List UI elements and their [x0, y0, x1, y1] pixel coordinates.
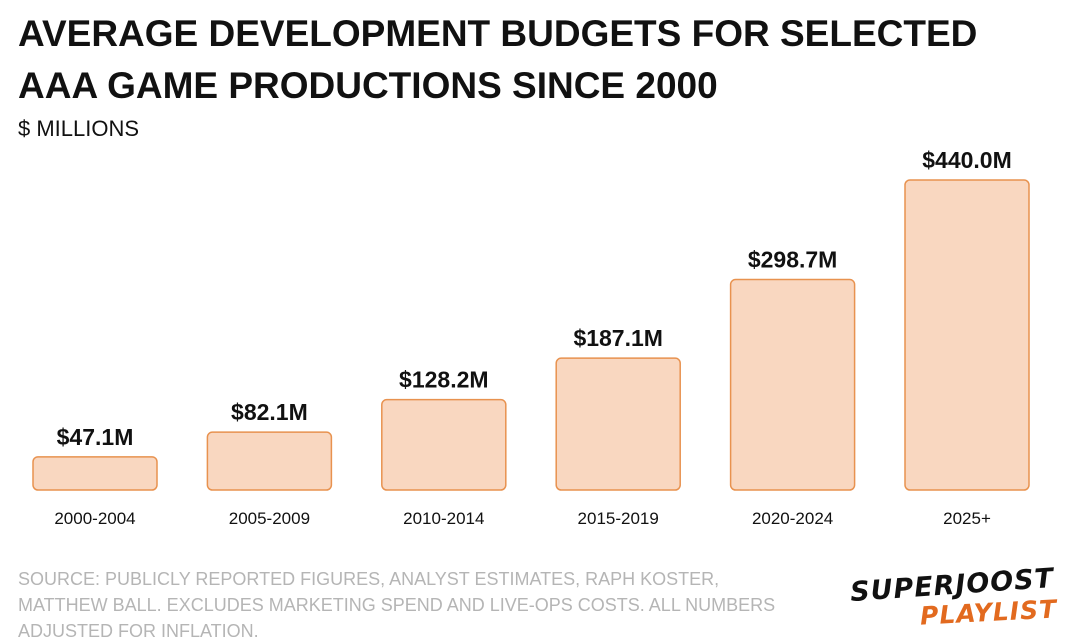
data-label-2015-2019: $187.1M: [573, 325, 663, 351]
bar-chart: $47.1M 2000-2004 $82.1M 2005-2009 $128.2M 201…: [32, 147, 1030, 528]
x-tick-label-2005-2009: 2005-2009: [229, 509, 310, 528]
superjoost-playlist-logo: SUPERJOOST PLAYLIST: [849, 563, 1060, 640]
source-note: SOURCE: PUBLICLY REPORTED FIGURES, ANALY…: [18, 566, 838, 644]
x-tick-label-2010-2014: 2010-2014: [403, 509, 484, 528]
bar-2005-2009: [206, 431, 333, 491]
source-line-2: MATTHEW BALL. EXCLUDES MARKETING SPEND A…: [18, 595, 776, 615]
data-label-2020-2024: $298.7M: [748, 247, 838, 273]
source-line-3: ADJUSTED FOR INFLATION.: [18, 621, 259, 641]
x-tick-label-2000-2004: 2000-2004: [54, 509, 135, 528]
bar-2020-2024: [729, 278, 856, 491]
data-label-2010-2014: $128.2M: [399, 367, 489, 393]
data-label-2005-2009: $82.1M: [231, 399, 308, 425]
bar-2010-2014: [381, 398, 507, 491]
chart-title-line-2: AAA GAME PRODUCTIONS SINCE 2000: [18, 65, 718, 106]
bar-2000-2004: [32, 456, 158, 491]
data-label-2025+: $440.0M: [922, 147, 1012, 173]
source-line-1: SOURCE: PUBLICLY REPORTED FIGURES, ANALY…: [18, 569, 720, 589]
chart-title-line-1: AVERAGE DEVELOPMENT BUDGETS FOR SELECTED: [18, 13, 978, 54]
chart-subtitle: $ MILLIONS: [18, 116, 140, 141]
x-tick-label-2020-2024: 2020-2024: [752, 509, 833, 528]
data-label-2000-2004: $47.1M: [57, 424, 134, 450]
bar-2015-2019: [555, 357, 681, 491]
chart-title: AVERAGE DEVELOPMENT BUDGETS FOR SELECTED…: [18, 8, 1068, 112]
x-tick-label-2015-2019: 2015-2019: [578, 509, 659, 528]
x-tick-label-2025+: 2025+: [943, 509, 991, 528]
logo-playlist-text: PLAYLIST: [919, 594, 1058, 631]
bar-2025+: [904, 179, 1030, 491]
